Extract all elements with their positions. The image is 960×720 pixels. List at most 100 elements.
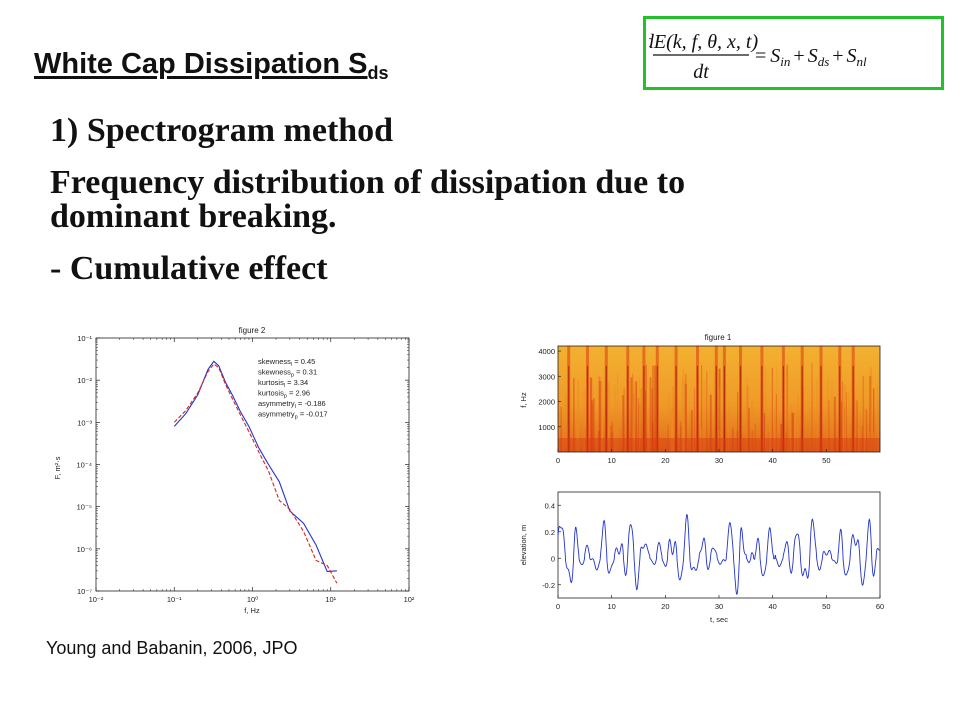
x-tick-label: 30 (715, 456, 723, 465)
spectrogram-streak (632, 388, 635, 452)
spectrogram-streak (718, 368, 721, 452)
spectrogram-streak (562, 422, 564, 452)
breaking-event-core (715, 366, 717, 452)
spectrogram-streak (811, 402, 813, 452)
spectrogram-streak (633, 380, 635, 452)
spectrogram-streak (774, 412, 776, 452)
spectrogram-streak (672, 403, 675, 452)
spectrogram-streak (732, 428, 734, 452)
stat-value: = 3.34 (285, 378, 308, 387)
spectrogram-streak (748, 407, 750, 452)
spectrogram-streak (719, 387, 721, 452)
spectrogram-streak (683, 414, 685, 452)
spectrogram-streak (699, 426, 703, 452)
y-tick-label: 10⁻⁵ (77, 503, 92, 512)
spectrogram-streak (844, 385, 847, 452)
spectrogram-streak (869, 367, 872, 452)
spectrogram-streak (854, 420, 856, 452)
stat-subscript: l (291, 362, 292, 368)
spectrogram-streak (855, 400, 858, 452)
spectrogram-streak (845, 392, 847, 452)
plot-frame (95, 337, 410, 592)
stat-annotation: asymmetryp = -0.017 (258, 410, 328, 421)
breaking-event-core (723, 366, 725, 452)
spectrum-series-line (173, 363, 338, 584)
y-tick-label: 0.4 (545, 501, 555, 510)
spectrogram-streak (623, 388, 625, 452)
y-tick-label: 0 (551, 554, 555, 563)
plus-sign: + (793, 45, 804, 67)
spectrogram-streak (601, 423, 604, 452)
spectrogram-streak (780, 423, 783, 452)
spectrogram-streak (828, 400, 830, 452)
spectrogram-streak (560, 406, 562, 452)
spectrogram-streak (776, 366, 778, 452)
spectrogram-streak (652, 423, 654, 452)
spectrogram-streak (833, 396, 836, 452)
breaking-event-core (782, 366, 784, 452)
stat-annotation: kurtosisp = 2.96 (258, 389, 310, 400)
low-frequency-band (558, 438, 880, 452)
spectrogram-streak (598, 430, 601, 452)
y-tick-label: 0.2 (545, 528, 555, 537)
spectrogram-streak (593, 398, 595, 452)
spectrogram-streak (645, 390, 646, 452)
spectrogram-streak (812, 382, 814, 452)
x-tick-label: 10¹ (325, 595, 336, 604)
y-tick-label: 10⁻⁴ (76, 461, 92, 470)
breaking-event-core (761, 366, 763, 452)
spectrogram-streak (610, 425, 612, 452)
bullet-frequency-distribution: Frequency distribution of dissipation du… (50, 164, 686, 201)
x-tick-label: 20 (661, 456, 669, 465)
spectrogram-streak (573, 378, 575, 452)
chart-title: figure 2 (239, 326, 266, 335)
spectrogram-streak (868, 431, 871, 452)
spectrogram-streak (564, 394, 567, 452)
equation-rhs: = Sin + Sds + Snl (755, 45, 867, 69)
x-tick-label: 0 (556, 456, 560, 465)
spectrogram-streak (873, 388, 875, 452)
breaking-event-core (675, 366, 677, 452)
spectrogram-streak (706, 371, 708, 452)
spectrogram-streak (682, 368, 685, 452)
spectrogram-streak (863, 410, 866, 452)
spectrogram-streak (768, 418, 771, 452)
x-tick-label: 20 (661, 602, 669, 611)
spectrogram-streak (601, 381, 603, 452)
x-tick-label: 50 (822, 602, 830, 611)
y-axis-label: elevation, m (519, 525, 528, 565)
breaking-event-core (801, 366, 803, 452)
spectrogram-streak (876, 385, 878, 452)
spectrogram-streak (598, 376, 601, 452)
spectrogram-streak (843, 402, 845, 452)
spectrogram-streak (717, 429, 719, 452)
spectrogram-streak (635, 381, 638, 452)
x-tick-label: 10⁻¹ (167, 595, 182, 604)
source-term-s: S (846, 45, 856, 67)
chart-title: figure 1 (705, 333, 732, 342)
spectrogram-streak (637, 398, 639, 452)
breaking-event-core (852, 366, 854, 452)
spectrogram-streak (842, 381, 843, 452)
spectrogram-streak (576, 414, 578, 452)
stat-value: = -0.186 (296, 399, 326, 408)
spectrogram-streak (640, 388, 642, 452)
x-tick-label: 40 (768, 602, 776, 611)
spectrogram-streak (811, 362, 813, 452)
spectrogram-streak (632, 393, 635, 452)
breaking-event-core (656, 366, 658, 452)
y-tick-label: 10⁻¹ (77, 334, 92, 343)
breaking-event-core (839, 366, 841, 452)
spectrogram-streak (725, 416, 727, 452)
spectrogram-streak (745, 378, 748, 452)
spectrogram-streak (751, 430, 754, 452)
breaking-event-core (586, 366, 589, 452)
spectrogram-streak (607, 382, 610, 452)
x-tick-label: 10⁰ (247, 595, 258, 604)
spectrogram-streak (816, 378, 819, 452)
spectrogram-streak (632, 373, 634, 452)
spectrogram-streak (577, 380, 579, 452)
breaking-event-core (739, 366, 742, 452)
y-tick-label: 3000 (538, 372, 555, 381)
y-tick-label: 10⁻⁷ (77, 587, 92, 596)
